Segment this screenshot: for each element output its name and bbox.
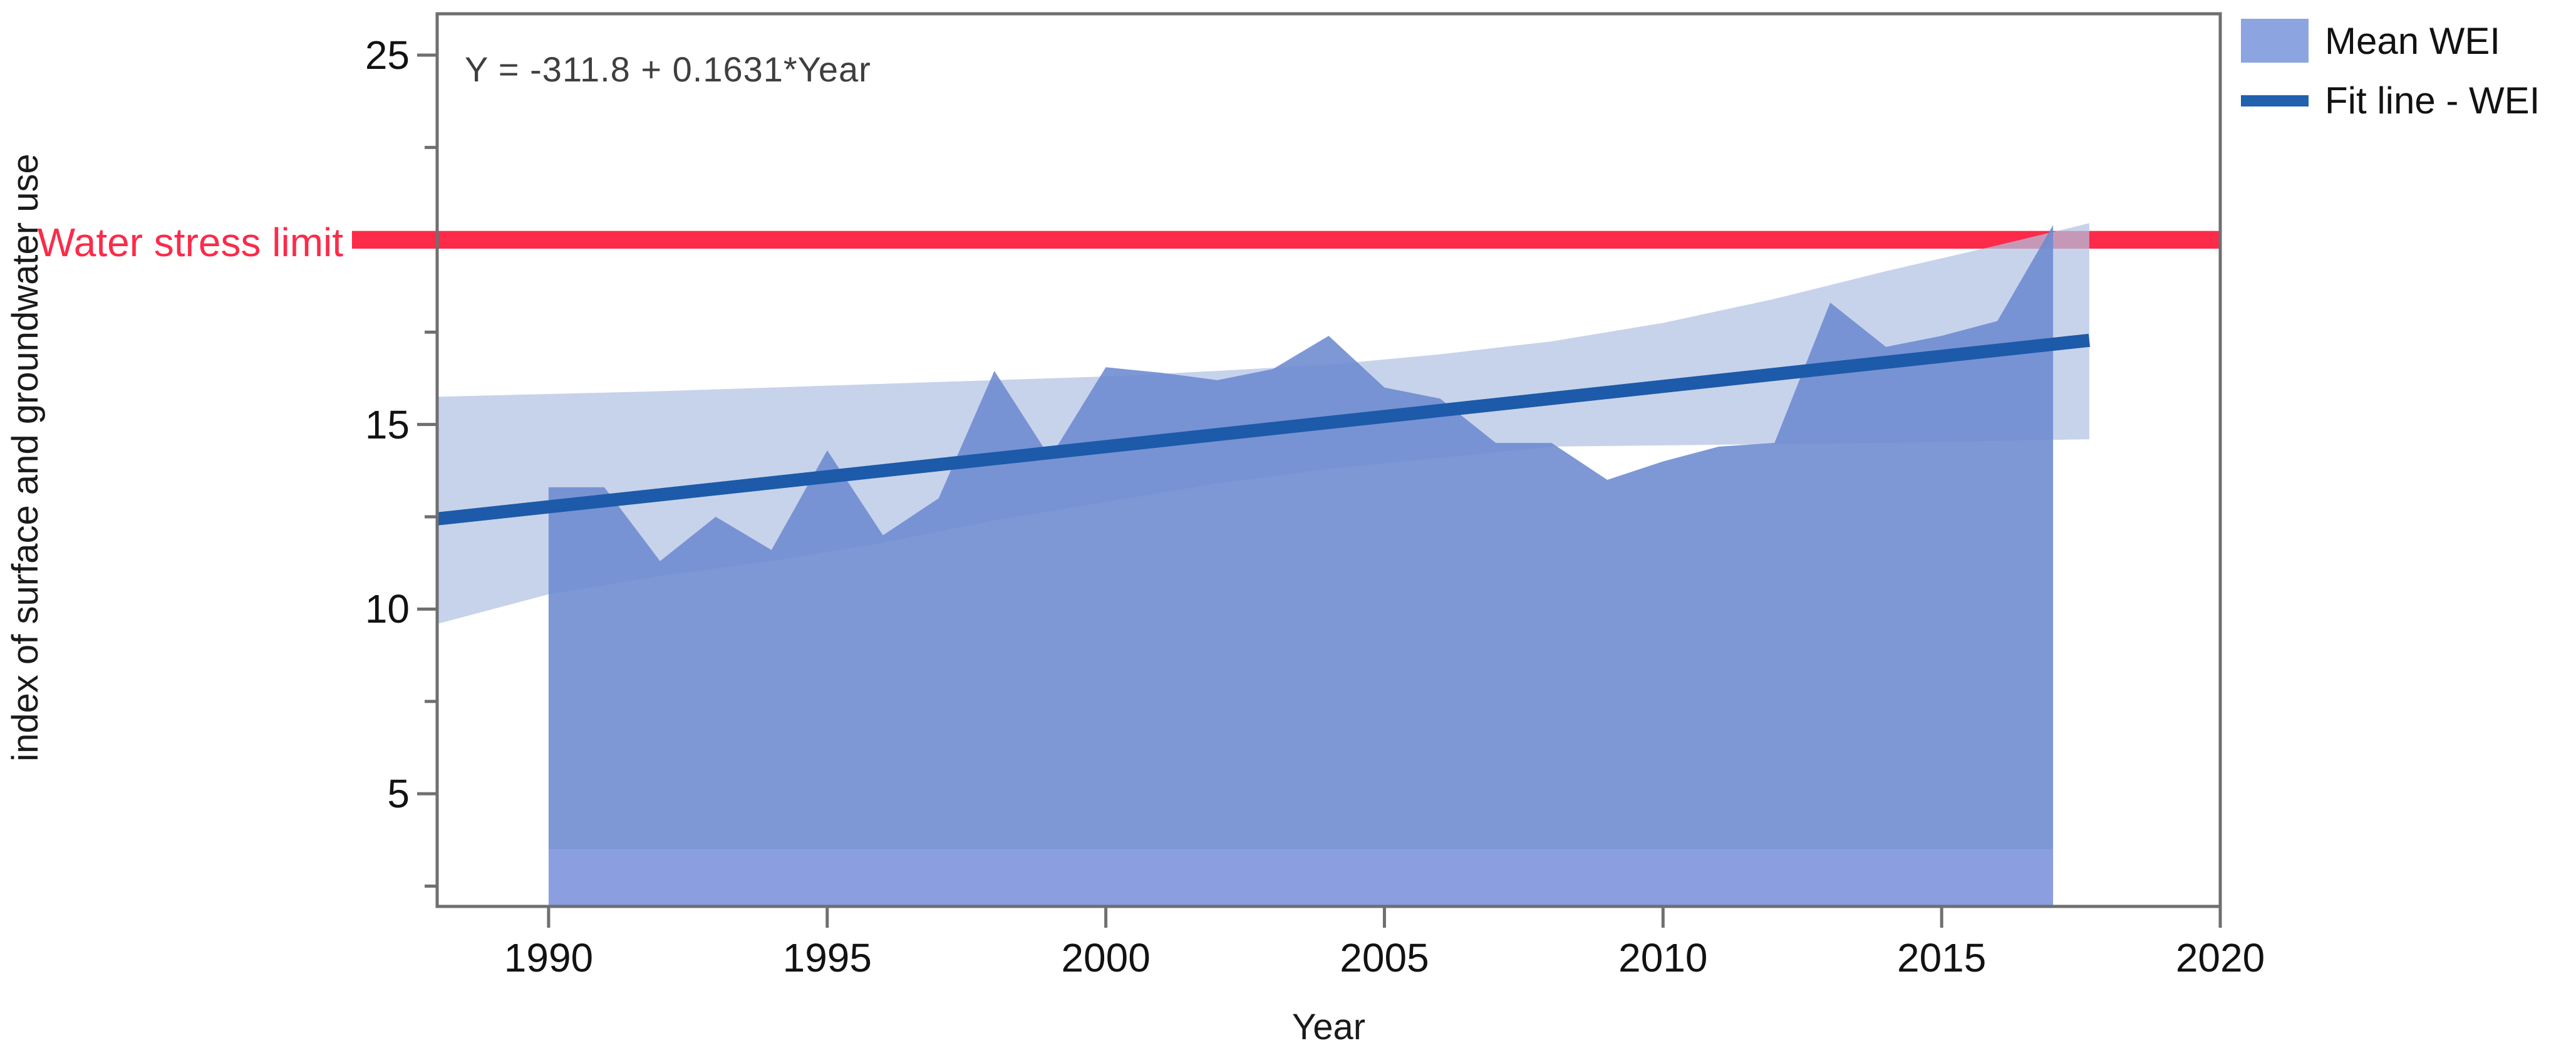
x-tick-label: 2005 xyxy=(1340,935,1429,980)
y-tick-label: 5 xyxy=(387,771,410,817)
y-tick-label: 15 xyxy=(365,402,410,447)
mean-wei-swatch xyxy=(2241,19,2309,63)
x-axis-title: Year xyxy=(1291,1007,1366,1047)
fit-line-swatch xyxy=(2241,95,2309,106)
x-tick-label: 2015 xyxy=(1896,935,1987,980)
fit-equation-text: Y = -311.8 + 0.1631*Year xyxy=(465,49,871,89)
water-stress-limit-label: Water stress limit xyxy=(37,220,343,265)
x-tick-label: 2020 xyxy=(2175,935,2265,980)
legend-item-fit-line[interactable]: Fit line - WEI xyxy=(2241,79,2540,122)
x-tick-label: 1990 xyxy=(504,935,594,980)
fit-line xyxy=(436,333,2091,526)
x-tick-label: 2000 xyxy=(1061,935,1151,980)
x-tick-label: 1995 xyxy=(782,935,872,980)
legend-label-mean-wei: Mean WEI xyxy=(2325,19,2501,62)
water-stress-limit-line xyxy=(352,231,2220,249)
legend-item-mean-wei[interactable]: Mean WEI xyxy=(2241,19,2540,63)
x-tick-label: 2010 xyxy=(1618,935,1708,980)
mean-wei-area-baseline-strip xyxy=(548,849,2054,906)
y-tick-label: 25 xyxy=(365,33,410,78)
legend-label-fit-line: Fit line - WEI xyxy=(2325,80,2540,122)
mean-wei-area xyxy=(548,225,2054,850)
y-tick-label: 10 xyxy=(365,586,410,632)
y-axis-title: index of surface and groundwater use xyxy=(4,153,46,762)
plot-border xyxy=(435,12,2222,908)
legend: Mean WEI Fit line - WEI xyxy=(2241,19,2540,122)
